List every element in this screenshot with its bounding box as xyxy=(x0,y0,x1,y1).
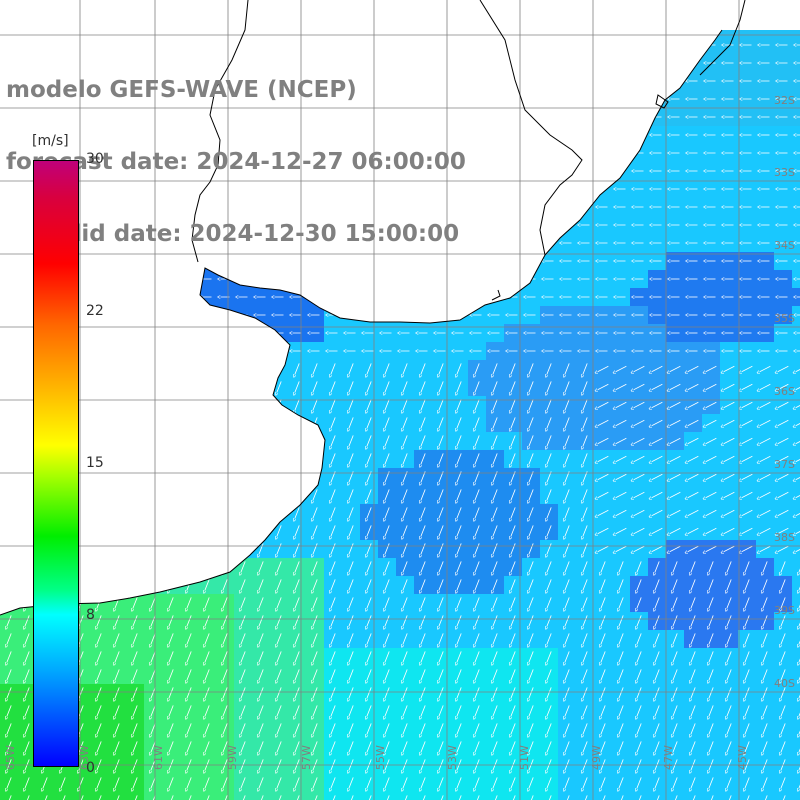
wind-cell xyxy=(792,378,800,396)
wind-cell xyxy=(234,792,252,800)
wind-cell xyxy=(576,792,594,800)
legend-unit: [m/s] xyxy=(32,133,69,149)
wind-cell xyxy=(792,504,800,522)
wind-cell xyxy=(216,792,234,800)
wind-cell xyxy=(792,360,800,378)
model-title: modelo GEFS-WAVE (NCEP) xyxy=(6,77,357,103)
wind-cell xyxy=(792,396,800,414)
wind-cell xyxy=(90,792,108,800)
latitude-label: 32S xyxy=(774,94,795,107)
wind-cell xyxy=(612,792,630,800)
wind-cell xyxy=(306,792,324,800)
wind-cell xyxy=(756,30,774,36)
wind-cell xyxy=(0,792,18,800)
wind-cell xyxy=(324,792,342,800)
longitude-label: 55W xyxy=(374,745,387,770)
wind-cell xyxy=(648,792,666,800)
wind-cell xyxy=(774,30,792,36)
wind-cell xyxy=(792,30,800,36)
wind-cell xyxy=(756,792,774,800)
wind-cell xyxy=(378,792,396,800)
wind-cell xyxy=(36,792,54,800)
wind-cell xyxy=(396,792,414,800)
wind-cell xyxy=(684,792,702,800)
wind-cell xyxy=(270,792,288,800)
wind-cell xyxy=(504,792,522,800)
longitude-label: 59W xyxy=(226,745,239,770)
wind-cell xyxy=(792,738,800,756)
longitude-label: 61W xyxy=(152,745,165,770)
wind-cell xyxy=(792,630,800,648)
wind-cell xyxy=(792,486,800,504)
color-scale-bar xyxy=(33,160,79,767)
legend-tick-22: 22 xyxy=(86,303,104,319)
wind-cell xyxy=(198,792,216,800)
longitude-label: 49W xyxy=(590,745,603,770)
latitude-label: 33S xyxy=(774,166,795,179)
wind-cell xyxy=(288,792,306,800)
wind-cell xyxy=(720,792,738,800)
wind-cell xyxy=(18,792,36,800)
legend-tick-8: 8 xyxy=(86,607,95,623)
legend-tick-0: 0 xyxy=(86,760,95,776)
wind-cell xyxy=(792,576,800,594)
wind-cell xyxy=(522,792,540,800)
wind-cell xyxy=(702,792,720,800)
wind-cell xyxy=(792,648,800,666)
wind-cell xyxy=(792,450,800,468)
latitude-label: 36S xyxy=(774,385,795,398)
wind-cell xyxy=(738,792,756,800)
wind-cell xyxy=(666,792,684,800)
wind-cell xyxy=(342,792,360,800)
wind-cell xyxy=(792,720,800,738)
wind-cell xyxy=(594,792,612,800)
longitude-label: 53W xyxy=(446,745,459,770)
legend-tick-15: 15 xyxy=(86,455,104,471)
wind-cell xyxy=(738,30,756,36)
wind-cell xyxy=(54,792,72,800)
wind-cell xyxy=(720,30,738,36)
wind-cell xyxy=(486,792,504,800)
wind-cell xyxy=(630,792,648,800)
longitude-label: 65W xyxy=(4,745,17,770)
wind-cell xyxy=(792,558,800,576)
latitude-label: 34S xyxy=(774,239,795,252)
wind-cell xyxy=(792,522,800,540)
latitude-label: 37S xyxy=(774,458,795,471)
wind-cell xyxy=(792,792,800,800)
longitude-label: 51W xyxy=(518,745,531,770)
wind-cell xyxy=(126,792,144,800)
longitude-label: 47W xyxy=(662,745,675,770)
legend-tick-30: 30 xyxy=(86,151,104,167)
wind-cell xyxy=(72,792,90,800)
wind-cell xyxy=(360,792,378,800)
wind-cell xyxy=(558,792,576,800)
wind-cell xyxy=(540,792,558,800)
wind-cell xyxy=(162,792,180,800)
longitude-label: 57W xyxy=(300,745,313,770)
wind-cell xyxy=(792,414,800,432)
wind-cell xyxy=(468,792,486,800)
wind-cell xyxy=(792,432,800,450)
longitude-label: 45W xyxy=(736,745,749,770)
latitude-label: 38S xyxy=(774,531,795,544)
wind-cell xyxy=(792,774,800,792)
wind-cell xyxy=(108,792,126,800)
latitude-label: 40S xyxy=(774,677,795,690)
latitude-label: 39S xyxy=(774,604,795,617)
wind-cell xyxy=(252,792,270,800)
wind-cell xyxy=(414,792,432,800)
wind-cell xyxy=(144,792,162,800)
wind-cell xyxy=(774,792,792,800)
wind-cell xyxy=(450,792,468,800)
wind-cell xyxy=(180,792,198,800)
latitude-label: 35S xyxy=(774,312,795,325)
wind-cell xyxy=(792,702,800,720)
wind-cell xyxy=(792,468,800,486)
